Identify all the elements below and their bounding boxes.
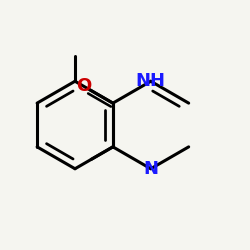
Text: NH: NH	[136, 72, 166, 90]
Text: O: O	[76, 77, 91, 95]
Text: N: N	[143, 160, 158, 178]
